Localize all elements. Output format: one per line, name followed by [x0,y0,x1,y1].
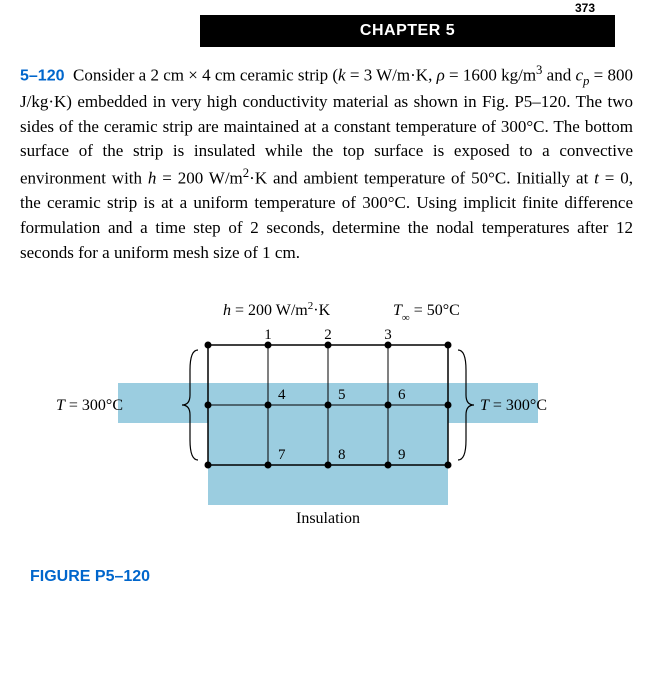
text-seg: Consider a 2 cm × 4 cm ceramic strip ( [73,65,338,84]
var-cp: c [575,65,583,84]
text-seg: = 1600 kg/m [445,65,536,84]
node-dot [204,342,211,349]
node-dot [264,402,271,409]
node-dot [204,462,211,469]
problem-text: 5–120 Consider a 2 cm × 4 cm ceramic str… [0,61,655,266]
tinf-label: T∞ = 50°C [393,302,460,324]
node-label-4: 4 [278,387,286,403]
node-label-7: 7 [278,447,286,463]
node-dot [324,402,331,409]
h-label: h = 200 W/m2·K [223,300,331,319]
node-dot [204,402,211,409]
text-seg: = 200 W/m [156,169,242,188]
figure-caption: FIGURE P5–120 [0,565,655,588]
t-right-label: T = 300°C [480,397,547,414]
node-label-3: 3 [384,327,392,343]
text-seg: = 3 W/m·K, [346,65,437,84]
chapter-header: CHAPTER 5 [200,15,615,46]
node-label-9: 9 [398,447,406,463]
insulation-label: Insulation [296,510,360,527]
text-seg: ·K and ambient temperature of 50°C. Init… [249,169,594,188]
node-dot [444,402,451,409]
t-left-label: T = 300°C [56,397,123,414]
figure-container: 1 2 3 4 5 6 7 8 9 h = 200 W/m2·K T∞ = 50… [0,295,655,543]
node-dot [264,462,271,469]
node-label-5: 5 [338,387,346,403]
node-dot [384,402,391,409]
var-k: k [338,65,346,84]
figure-diagram: 1 2 3 4 5 6 7 8 9 h = 200 W/m2·K T∞ = 50… [48,295,608,535]
text-seg: and [542,65,575,84]
node-dot [444,342,451,349]
node-label-6: 6 [398,387,406,403]
node-dot [444,462,451,469]
node-dot [384,462,391,469]
node-dot [324,462,331,469]
var-rho: ρ [437,65,445,84]
node-label-2: 2 [324,327,332,343]
problem-number: 5–120 [20,67,65,84]
node-label-1: 1 [264,327,272,343]
node-label-8: 8 [338,447,346,463]
